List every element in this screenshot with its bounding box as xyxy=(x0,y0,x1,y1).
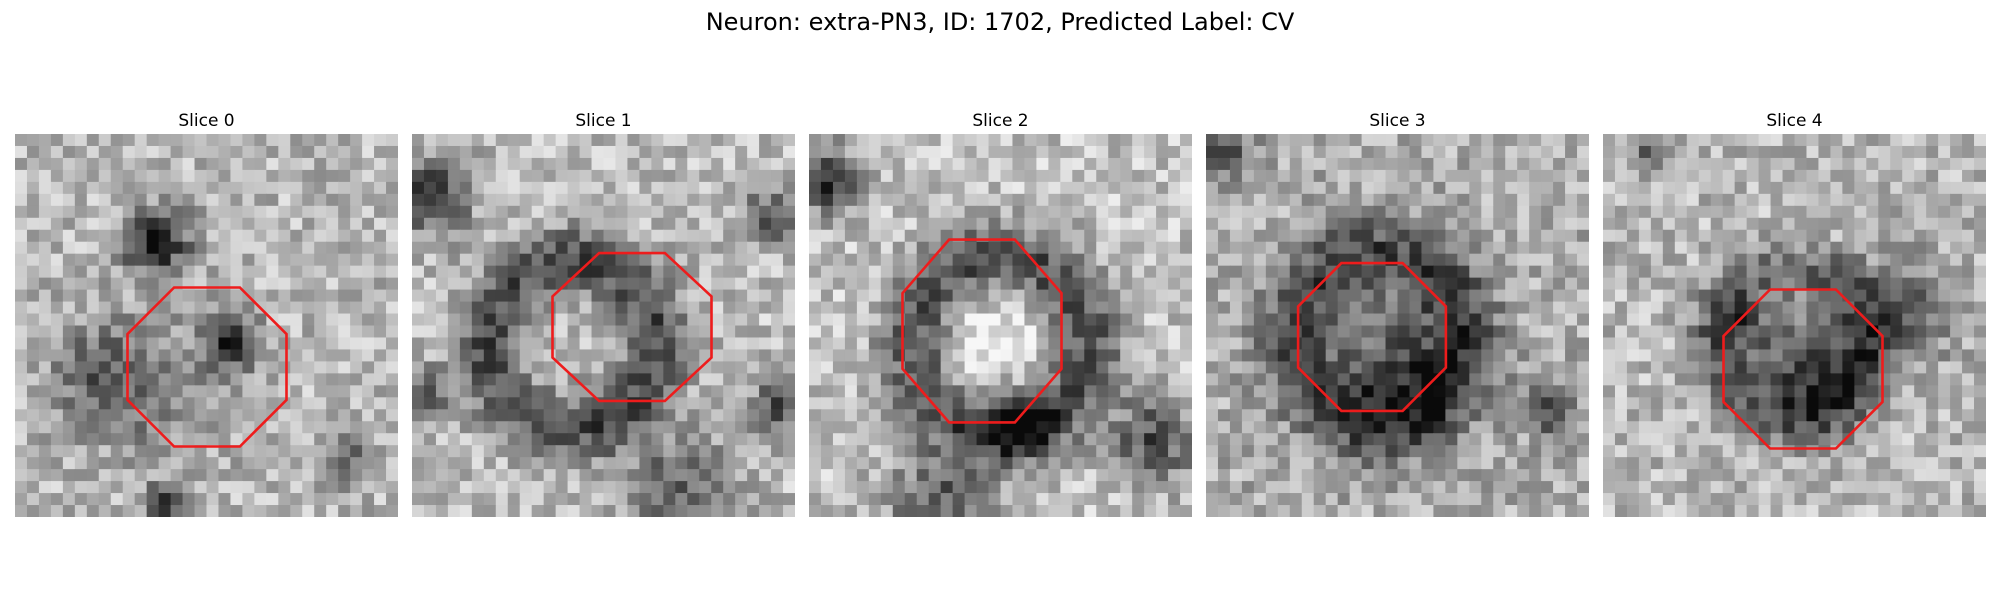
slice-title: Slice 1 xyxy=(575,111,632,131)
slice-panel-3: Slice 3 xyxy=(1206,108,1589,517)
slice-title: Slice 2 xyxy=(972,111,1029,131)
slice-panel-2: Slice 2 xyxy=(809,108,1192,517)
slice-image xyxy=(809,134,1192,517)
slice-image-pixels xyxy=(412,134,795,517)
roi-outline xyxy=(551,251,713,403)
slice-title: Slice 4 xyxy=(1766,111,1823,131)
slice-image xyxy=(15,134,398,517)
slice-image xyxy=(412,134,795,517)
slice-panel-1: Slice 1 xyxy=(412,108,795,517)
slice-image xyxy=(1206,134,1589,517)
roi-outline xyxy=(1296,261,1448,413)
slice-title: Slice 0 xyxy=(178,111,235,131)
slice-image-pixels xyxy=(1603,134,1986,517)
roi-outline xyxy=(1722,288,1884,450)
slice-image xyxy=(1603,134,1986,517)
figure-title: Neuron: extra-PN3, ID: 1702, Predicted L… xyxy=(705,8,1295,36)
slice-panel-0: Slice 0 xyxy=(15,108,398,517)
slice-title: Slice 3 xyxy=(1369,111,1426,131)
slice-panel-4: Slice 4 xyxy=(1603,108,1986,517)
slice-image-pixels xyxy=(809,134,1192,517)
slice-image-pixels xyxy=(1206,134,1589,517)
roi-outline xyxy=(901,238,1063,424)
slice-image-pixels xyxy=(15,134,398,517)
roi-outline xyxy=(126,286,288,448)
